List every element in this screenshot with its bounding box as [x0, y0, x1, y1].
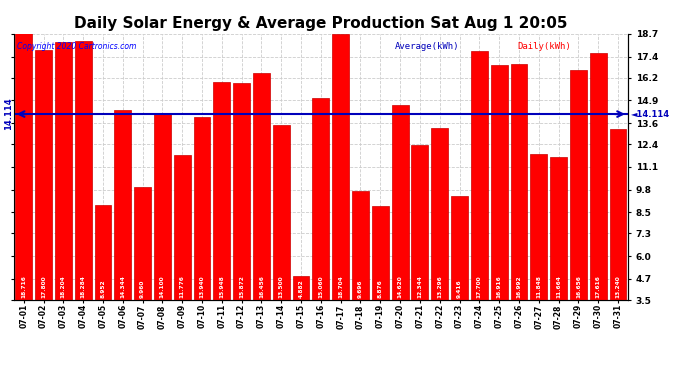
Text: 11.776: 11.776	[179, 275, 185, 298]
Bar	[352, 192, 369, 300]
Bar	[531, 154, 547, 300]
Text: 17.800: 17.800	[41, 276, 46, 298]
Bar	[253, 73, 270, 300]
Text: 9.416: 9.416	[457, 280, 462, 298]
Text: 9.696: 9.696	[358, 280, 363, 298]
Text: 8.876: 8.876	[378, 279, 383, 298]
Bar	[411, 145, 428, 300]
Text: 18.204: 18.204	[61, 276, 66, 298]
Bar	[194, 117, 210, 300]
Text: 4.882: 4.882	[299, 279, 304, 298]
Text: 18.284: 18.284	[81, 275, 86, 298]
Bar	[154, 114, 171, 300]
Bar	[590, 53, 607, 300]
Text: 15.872: 15.872	[239, 275, 244, 298]
Bar	[550, 157, 567, 300]
Bar	[511, 64, 527, 300]
Text: 16.916: 16.916	[497, 276, 502, 298]
Bar	[372, 206, 388, 300]
Text: 13.500: 13.500	[279, 276, 284, 298]
Text: 13.296: 13.296	[437, 276, 442, 298]
Bar	[491, 65, 508, 300]
Text: 15.948: 15.948	[219, 276, 224, 298]
Bar	[233, 83, 250, 300]
Bar	[392, 105, 408, 300]
Bar	[431, 128, 448, 300]
Bar	[35, 50, 52, 300]
Bar	[213, 82, 230, 300]
Text: 18.704: 18.704	[338, 276, 343, 298]
Bar	[15, 33, 32, 300]
Bar	[55, 42, 72, 300]
Text: 8.952: 8.952	[101, 280, 106, 298]
Title: Daily Solar Energy & Average Production Sat Aug 1 20:05: Daily Solar Energy & Average Production …	[74, 16, 568, 31]
Bar	[115, 110, 131, 300]
Text: Daily(kWh): Daily(kWh)	[518, 42, 571, 51]
Bar	[451, 196, 468, 300]
Bar	[75, 41, 92, 300]
Bar	[609, 129, 627, 300]
Text: Copyright 2020 Cartronics.com: Copyright 2020 Cartronics.com	[17, 42, 136, 51]
Text: 9.960: 9.960	[140, 280, 145, 298]
Text: 17.700: 17.700	[477, 276, 482, 298]
Bar	[174, 155, 190, 300]
Text: 13.940: 13.940	[199, 276, 204, 298]
Text: 11.664: 11.664	[556, 275, 561, 298]
Text: 17.616: 17.616	[595, 275, 601, 298]
Text: 16.656: 16.656	[576, 275, 581, 298]
Bar	[333, 34, 349, 300]
Text: 12.344: 12.344	[417, 275, 422, 298]
Text: ◄14.114: ◄14.114	[631, 110, 670, 118]
Text: 16.992: 16.992	[516, 276, 522, 298]
Text: 13.240: 13.240	[615, 276, 620, 298]
Bar	[471, 51, 488, 300]
Text: 14.100: 14.100	[160, 276, 165, 298]
Text: 18.716: 18.716	[21, 275, 26, 298]
Text: 14.114: 14.114	[4, 98, 13, 130]
Text: 14.344: 14.344	[120, 275, 126, 298]
Bar	[293, 276, 309, 300]
Text: 16.456: 16.456	[259, 275, 264, 298]
Bar	[313, 98, 329, 300]
Bar	[273, 125, 290, 300]
Bar	[95, 204, 111, 300]
Text: 15.060: 15.060	[318, 276, 324, 298]
Bar	[134, 187, 151, 300]
Text: 14.620: 14.620	[397, 276, 402, 298]
Bar	[570, 69, 586, 300]
Text: 11.848: 11.848	[536, 275, 541, 298]
Text: Average(kWh): Average(kWh)	[395, 42, 459, 51]
